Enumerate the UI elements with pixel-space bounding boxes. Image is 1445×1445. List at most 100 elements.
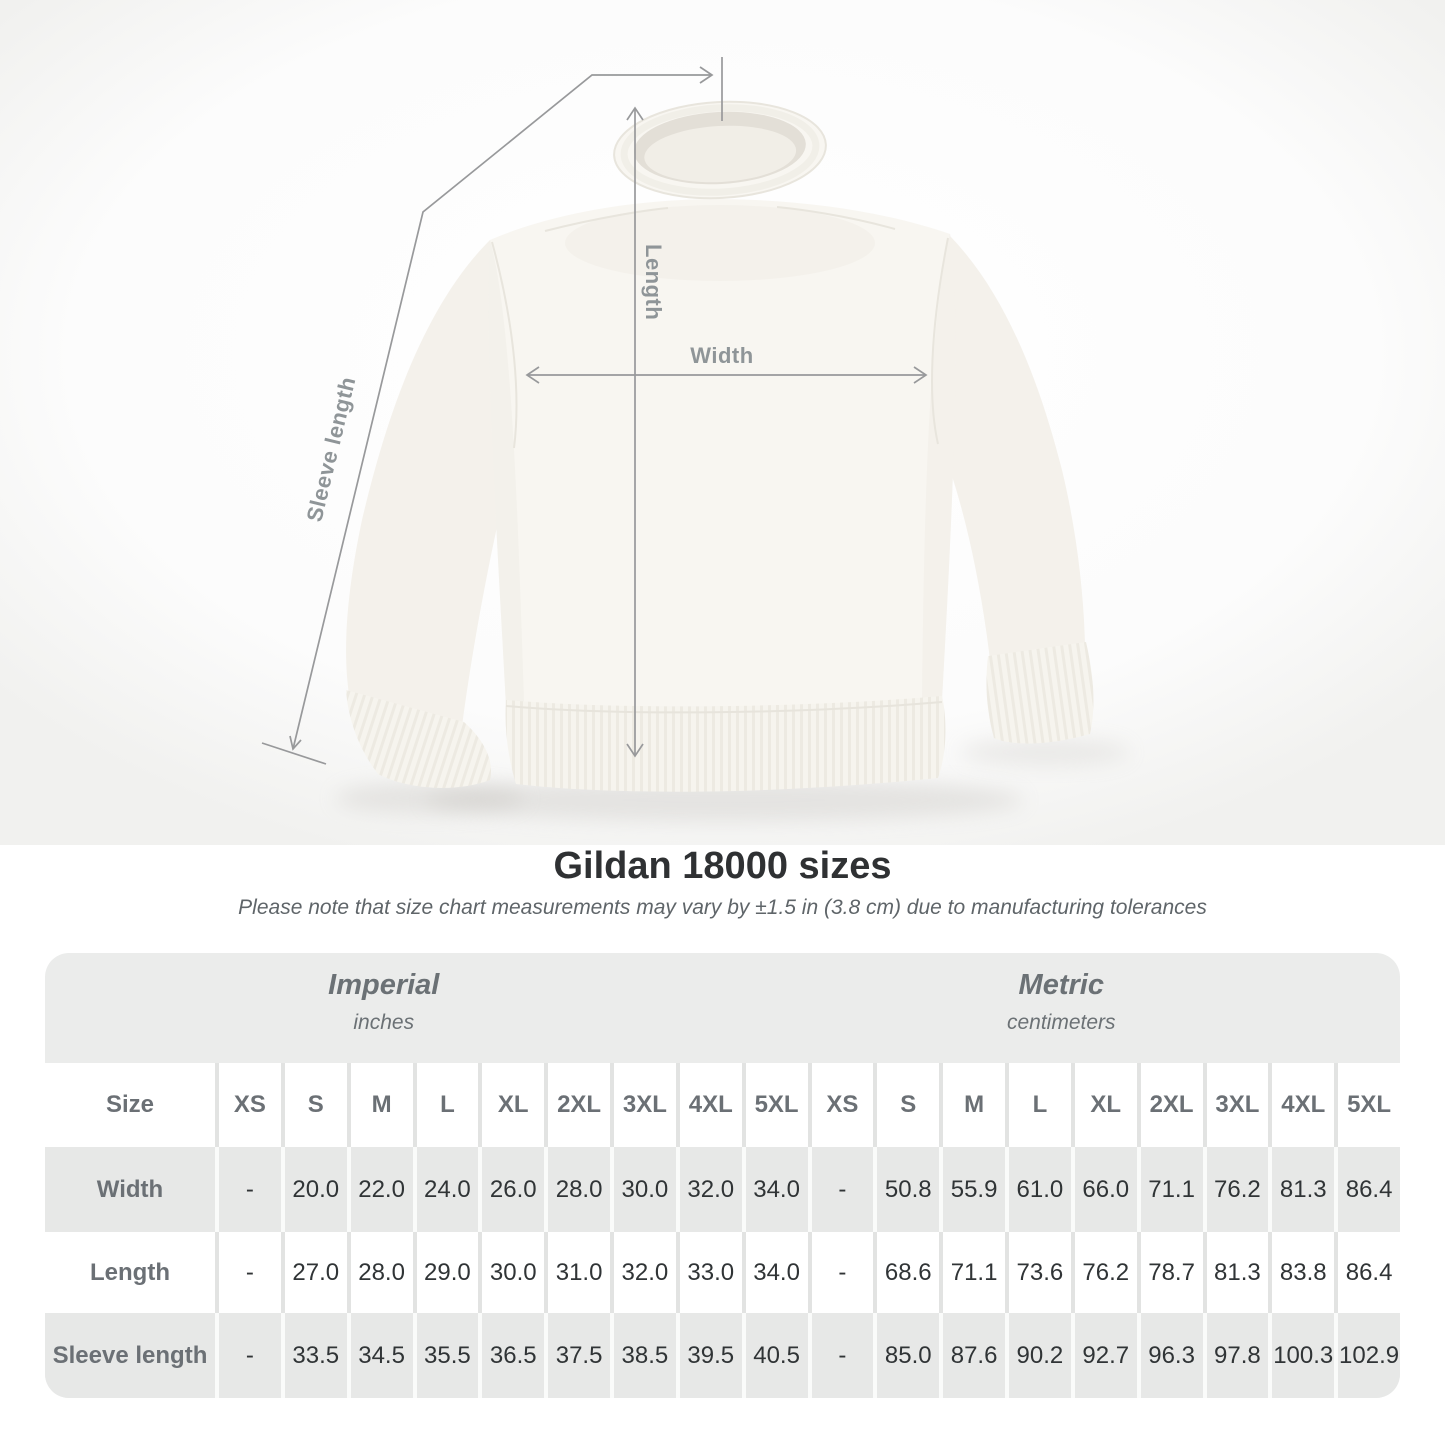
value-cell-imperial: 31.0 [544, 1232, 610, 1313]
waistband [505, 696, 946, 792]
value-cell-imperial: 27.0 [280, 1232, 347, 1313]
width-label: Width [690, 343, 753, 368]
value-cell-metric: 92.7 [1070, 1313, 1137, 1398]
value-cell-metric: 50.8 [873, 1147, 939, 1232]
size-header-metric: XL [1070, 1063, 1137, 1147]
value-cell-metric: 86.4 [1334, 1232, 1400, 1313]
table-body: Width -20.0 22.0 24.0 26.0 28.0 30.0 32.0 34.0-5… [45, 1147, 1400, 1398]
size-header-imperial: 3XL [610, 1063, 676, 1147]
body-shading-left [488, 240, 524, 706]
value-cell-metric: 68.6 [873, 1232, 939, 1313]
table-row-length: Length -27.0 28.0 29.0 30.0 31.0 32.0 33.0 34.0-… [45, 1232, 1400, 1313]
value-cell-imperial: 24.0 [412, 1147, 479, 1232]
value-cell-imperial: 35.5 [412, 1313, 479, 1398]
value-cell-imperial: 29.0 [412, 1232, 479, 1313]
value-cell-metric: - [807, 1313, 874, 1398]
imperial-header: Imperial inches [45, 953, 723, 1063]
size-header-metric: 2XL [1136, 1063, 1203, 1147]
right-cuff [986, 642, 1094, 744]
size-header-imperial: 5XL [741, 1063, 808, 1147]
value-cell-metric: 100.3 [1268, 1313, 1334, 1398]
left-cuff [346, 690, 491, 788]
product-image: Width Length Sleeve length [0, 0, 1445, 845]
value-cell-metric: 61.0 [1005, 1147, 1071, 1232]
size-header-imperial: XL [478, 1063, 544, 1147]
measurement-lines [261, 57, 928, 765]
value-cell-metric: 76.2 [1070, 1232, 1137, 1313]
value-cell-metric: 73.6 [1005, 1232, 1071, 1313]
metric-unit: centimeters [1006, 1011, 1116, 1034]
length-measure-line [626, 106, 644, 758]
value-cell-metric: 78.7 [1136, 1232, 1203, 1313]
value-cell-metric: 71.1 [939, 1232, 1005, 1313]
size-header-metric: S [873, 1063, 939, 1147]
value-cell-metric: 96.3 [1136, 1313, 1203, 1398]
size-header-metric: XS [807, 1063, 874, 1147]
size-header-imperial: 2XL [544, 1063, 610, 1147]
value-cell-metric: 81.3 [1202, 1232, 1269, 1313]
value-cell-imperial: 30.0 [478, 1232, 544, 1313]
size-header-metric: L [1005, 1063, 1071, 1147]
value-cell-imperial: 20.0 [280, 1147, 347, 1232]
sweatshirt-graphic [346, 100, 1094, 792]
value-cell-imperial: - [215, 1147, 281, 1232]
table-size-row: Size XS S M L XL 2XL 3XL 4XL 5XL XS S M L XL 2XL 3XL 4XL 5… [45, 1063, 1400, 1147]
value-cell-metric: 85.0 [873, 1313, 939, 1398]
size-header-imperial: M [346, 1063, 413, 1147]
length-label: Length [641, 244, 666, 320]
row-label: Sleeve length [52, 1341, 208, 1369]
value-cell-metric: 55.9 [939, 1147, 1005, 1232]
value-cell-metric: 71.1 [1136, 1147, 1203, 1232]
left-sleeve [346, 240, 519, 726]
size-header-metric: M [939, 1063, 1005, 1147]
metric-title: Metric [1018, 969, 1104, 1001]
size-header-imperial: 4XL [675, 1063, 742, 1147]
right-sleeve [936, 236, 1085, 660]
value-cell-imperial: 33.5 [280, 1313, 347, 1398]
value-cell-imperial: - [215, 1232, 281, 1313]
metric-header: Metric centimeters [723, 953, 1401, 1063]
size-header-imperial: XS [215, 1063, 281, 1147]
value-cell-imperial: 34.0 [741, 1147, 808, 1232]
value-cell-metric: 66.0 [1070, 1147, 1137, 1232]
row-label: Length [90, 1258, 170, 1286]
size-header-metric: 4XL [1268, 1063, 1334, 1147]
title-block: Gildan 18000 sizes Please note that size… [0, 845, 1445, 920]
row-label: Width [96, 1175, 164, 1203]
value-cell-imperial: 36.5 [478, 1313, 544, 1398]
size-header-metric: 3XL [1202, 1063, 1269, 1147]
body-panel [488, 199, 956, 711]
value-cell-imperial: 34.5 [346, 1313, 413, 1398]
value-cell-metric: 81.3 [1268, 1147, 1334, 1232]
value-cell-metric: - [807, 1232, 874, 1313]
waistband-seam [505, 701, 943, 714]
value-cell-metric: 97.8 [1202, 1313, 1269, 1398]
value-cell-imperial: 34.0 [741, 1232, 808, 1313]
value-cell-metric: 83.8 [1268, 1232, 1334, 1313]
value-cell-metric: 87.6 [939, 1313, 1005, 1398]
size-header-metric: 5XL [1334, 1063, 1400, 1147]
value-cell-metric: 90.2 [1005, 1313, 1071, 1398]
unit-header-band: Imperial inches Metric centimeters [45, 953, 1400, 1063]
value-cell-imperial: 30.0 [610, 1147, 676, 1232]
value-cell-imperial: 32.0 [675, 1147, 742, 1232]
imperial-unit: inches [353, 1011, 415, 1034]
value-cell-imperial: 39.5 [675, 1313, 742, 1398]
imperial-title: Imperial [328, 969, 440, 1001]
table-row-width: Width -20.0 22.0 24.0 26.0 28.0 30.0 32.0 34.0-5… [45, 1147, 1400, 1232]
tolerance-note: Please note that size chart measurements… [238, 895, 1207, 919]
value-cell-imperial: 32.0 [610, 1232, 676, 1313]
size-header-imperial: L [412, 1063, 479, 1147]
value-cell-metric: 76.2 [1202, 1147, 1269, 1232]
value-cell-imperial: 37.5 [544, 1313, 610, 1398]
seam-lines [491, 206, 949, 449]
value-cell-metric: 86.4 [1334, 1147, 1400, 1232]
table-row-sleeve-length: Sleeve length -33.5 34.5 35.5 36.5 37.5 38.5 39… [45, 1313, 1400, 1398]
value-cell-metric: - [807, 1147, 874, 1232]
chest-shading [565, 205, 875, 281]
width-measure-line [525, 366, 928, 384]
body-shading-right [922, 234, 956, 700]
garment-shadow [335, 738, 1130, 822]
value-cell-imperial: 26.0 [478, 1147, 544, 1232]
